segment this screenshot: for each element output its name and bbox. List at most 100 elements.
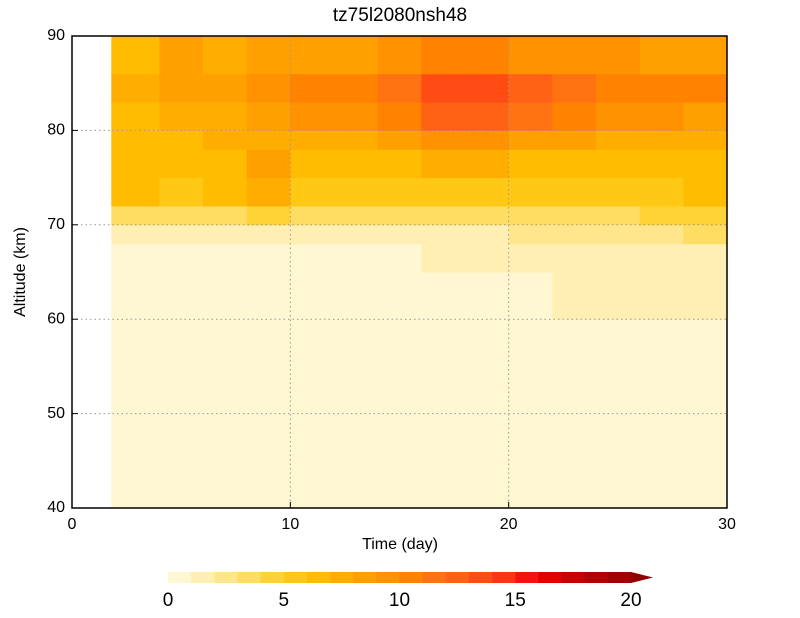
contour-cell bbox=[552, 205, 597, 226]
contour-cell bbox=[159, 272, 204, 320]
contour-cell bbox=[552, 224, 597, 245]
contour-cell bbox=[334, 224, 379, 245]
contour-cell bbox=[290, 73, 335, 103]
contour-cell bbox=[377, 36, 422, 75]
contour-cell bbox=[465, 102, 510, 131]
contour-cell bbox=[552, 243, 597, 273]
contour-cell bbox=[203, 102, 248, 131]
contour-cell bbox=[421, 272, 466, 320]
contour-cell bbox=[334, 149, 379, 179]
colorbar-box bbox=[214, 572, 238, 583]
contour-cell bbox=[465, 36, 510, 75]
contour-cell bbox=[246, 102, 291, 131]
contour-cell bbox=[290, 319, 335, 509]
colorbar-box bbox=[492, 572, 516, 583]
contour-cell bbox=[465, 243, 510, 273]
colorbar-tick-label: 0 bbox=[163, 590, 174, 611]
contour-cell bbox=[203, 205, 248, 226]
y-tick-label: 80 bbox=[47, 122, 65, 139]
contour-cell bbox=[596, 130, 641, 150]
contour-cell bbox=[465, 177, 510, 207]
contour-cell bbox=[334, 272, 379, 320]
contour-cell bbox=[111, 243, 160, 273]
contour-cell bbox=[508, 149, 553, 179]
contour-cell bbox=[246, 130, 291, 150]
colorbar-box bbox=[283, 572, 308, 583]
contour-cell bbox=[683, 272, 728, 320]
contour-cell bbox=[159, 243, 204, 273]
contour-cell bbox=[508, 130, 553, 150]
contour-cell bbox=[596, 272, 641, 320]
contour-cell bbox=[596, 36, 641, 75]
colorbar-box bbox=[191, 572, 215, 583]
contour-cell bbox=[639, 73, 684, 103]
contour-cell bbox=[111, 130, 160, 150]
contour-cell bbox=[111, 177, 160, 207]
contour-cell bbox=[377, 243, 422, 273]
contour-cell bbox=[203, 149, 248, 179]
x-tick-label: 20 bbox=[500, 516, 518, 533]
contour-cell bbox=[290, 205, 335, 226]
contour-cell bbox=[246, 149, 291, 179]
contour-cell bbox=[377, 272, 422, 320]
contour-cell bbox=[111, 102, 160, 131]
colorbar-box bbox=[399, 572, 423, 583]
colorbar-box bbox=[515, 572, 539, 583]
contour-cell bbox=[683, 102, 728, 131]
contour-cell bbox=[246, 224, 291, 245]
colorbar-box bbox=[260, 572, 285, 583]
contour-cell bbox=[639, 36, 684, 75]
contour-cell bbox=[508, 73, 553, 103]
contour-cell bbox=[290, 149, 335, 179]
contour-cell bbox=[203, 73, 248, 103]
colorbar-tick-label: 10 bbox=[389, 590, 410, 611]
contour-cell bbox=[508, 205, 553, 226]
contour-cell bbox=[159, 177, 204, 207]
contour-cell bbox=[465, 205, 510, 226]
contour-cell bbox=[596, 224, 641, 245]
contour-cell bbox=[111, 36, 160, 75]
contour-cell bbox=[683, 149, 728, 179]
contour-cell bbox=[290, 130, 335, 150]
colorbar-box bbox=[561, 572, 585, 583]
contour-cell bbox=[159, 149, 204, 179]
contour-cell bbox=[465, 130, 510, 150]
contour-cell bbox=[334, 36, 379, 75]
contour-cell bbox=[421, 149, 466, 179]
contour-cell bbox=[111, 149, 160, 179]
contour-cell bbox=[377, 102, 422, 131]
contour-cell bbox=[334, 205, 379, 226]
contour-cell bbox=[596, 243, 641, 273]
contour-cell bbox=[596, 102, 641, 131]
y-axis-label: Altitude (km) bbox=[12, 227, 29, 317]
contour-cell bbox=[421, 205, 466, 226]
contour-cell bbox=[334, 177, 379, 207]
colorbar-box bbox=[468, 572, 493, 583]
contour-cell bbox=[290, 224, 335, 245]
colorbar-tick-label: 20 bbox=[620, 590, 641, 611]
contour-cell bbox=[203, 224, 248, 245]
contour-cell bbox=[552, 319, 597, 509]
x-axis-label: Time (day) bbox=[362, 536, 438, 553]
contour-cell bbox=[111, 224, 160, 245]
contour-cell bbox=[421, 224, 466, 245]
contour-cell bbox=[596, 73, 641, 103]
contour-cell bbox=[203, 272, 248, 320]
contour-cell bbox=[683, 224, 728, 245]
colorbar-tick-label: 15 bbox=[505, 590, 526, 611]
contour-cell bbox=[159, 224, 204, 245]
contour-cell bbox=[683, 177, 728, 207]
colorbar-box bbox=[237, 572, 261, 583]
colorbar-box bbox=[376, 572, 400, 583]
contour-cell bbox=[596, 149, 641, 179]
contour-cell bbox=[377, 177, 422, 207]
contour-cell bbox=[111, 73, 160, 103]
colorbar-box bbox=[353, 572, 377, 583]
colorbar-box bbox=[306, 572, 331, 583]
contour-cell bbox=[290, 102, 335, 131]
contour-cell bbox=[639, 149, 684, 179]
x-tick-label: 0 bbox=[68, 516, 77, 533]
contour-cell bbox=[639, 243, 684, 273]
contour-cell bbox=[465, 149, 510, 179]
